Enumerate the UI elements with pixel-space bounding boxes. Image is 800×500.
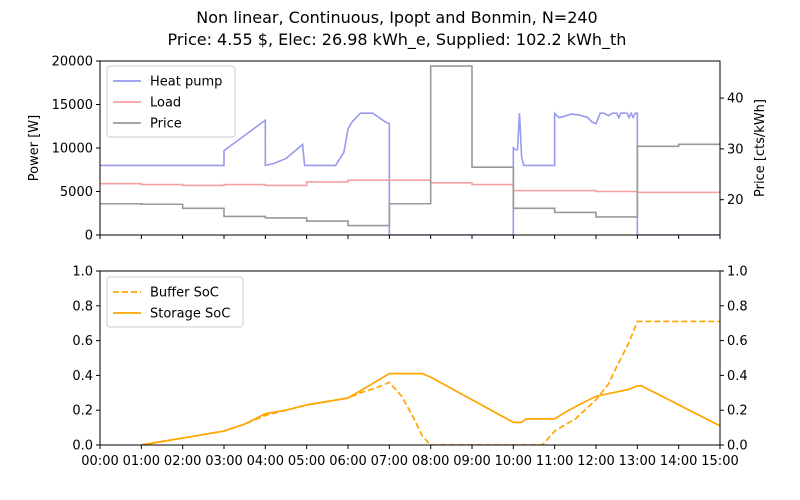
x-tick-label: 06:00 [329,454,366,469]
x-tick-label: 12:00 [577,454,614,469]
x-tick-label: 09:00 [453,454,490,469]
bottom-right-y-tick-label: 0.4 [727,369,748,384]
top-left-y-tick-label: 10000 [52,142,93,157]
legend-price-label: Price [150,117,182,132]
x-tick-label: 10:00 [495,454,532,469]
bottom-left-y-tick-label: 0.2 [72,404,93,419]
bottom-plot-frame [99,270,721,446]
x-tick-label: 11:00 [536,454,573,469]
x-tick-label: 15:00 [701,454,738,469]
buffer-soc-line [141,320,720,445]
bottom-series-lines [141,320,720,445]
x-tick-label: 02:00 [164,454,201,469]
legend-buffer-soc-label: Buffer SoC [150,286,219,301]
bottom-left-y-ticks: 0.0 0.2 0.4 0.6 0.8 1.0 [72,265,100,454]
x-tick-label: 13:00 [619,454,656,469]
x-tick-label: 08:00 [412,454,449,469]
top-legend-box [106,65,236,138]
top-panel: 0 5000 10000 15000 20000 20 30 40 Power [W] Pr… [27,55,768,244]
bottom-left-y-tick-label: 0.6 [72,334,93,349]
top-left-axis-label: Power [W] [27,115,42,181]
chart-title-line2: Price: 4.55 $, Elec: 26.98 kWh_e, Suppli… [168,30,627,50]
top-left-y-tick-label: 15000 [52,98,93,113]
top-right-y-tick-label: 40 [727,92,744,107]
bottom-left-y-tick-label: 0.4 [72,369,93,384]
x-tick-label: 05:00 [288,454,325,469]
storage-soc-line [141,372,720,445]
top-x-ticks [99,235,721,239]
bottom-panel: 0.0 0.2 0.4 0.6 0.8 1.0 0.0 0.2 0.4 0.6 0.8 1.0 00… [72,265,747,470]
bottom-left-y-tick-label: 1.0 [72,265,93,280]
price-line [100,65,720,227]
top-left-y-ticks: 0 5000 10000 15000 20000 [52,55,100,244]
chart-title-line1: Non linear, Continuous, Ipopt and Bonmin… [196,8,597,27]
top-left-y-tick-label: 20000 [52,55,93,70]
x-tick-label: 14:00 [660,454,697,469]
bottom-right-y-tick-label: 0.0 [727,439,748,454]
top-right-y-tick-label: 20 [727,193,744,208]
bottom-right-y-tick-label: 1.0 [727,265,748,280]
x-tick-label: 07:00 [371,454,408,469]
top-left-y-tick-label: 5000 [60,185,93,200]
load-line [100,179,720,194]
bottom-legend: Buffer SoC Storage SoC [106,276,244,328]
heat-pump-line [100,111,720,235]
legend-load-label: Load [150,96,181,111]
bottom-right-y-ticks: 0.0 0.2 0.4 0.6 0.8 1.0 [720,265,748,454]
bottom-left-y-tick-label: 0.8 [72,299,93,314]
top-right-y-ticks: 20 30 40 [720,92,744,208]
bottom-right-y-tick-label: 0.6 [727,334,748,349]
top-right-axis-label: Price [cts/kWh] [753,99,768,197]
bottom-right-y-tick-label: 0.2 [727,404,748,419]
top-left-y-tick-label: 0 [85,229,93,244]
top-right-y-tick-label: 30 [727,142,744,157]
bottom-right-y-tick-label: 0.8 [727,299,748,314]
top-legend: Heat pump Load Price [106,65,236,138]
x-tick-label: 01:00 [123,454,160,469]
top-series-lines [100,65,720,235]
legend-heat-pump-label: Heat pump [150,75,222,90]
x-tick-label: 03:00 [205,454,242,469]
x-tick-label: 00:00 [81,454,118,469]
bottom-legend-box [106,276,244,328]
bottom-x-ticks: 00:00 01:00 02:00 03:00 04:00 05:00 06:00 07:00… [81,445,739,469]
x-tick-label: 04:00 [247,454,284,469]
bottom-left-y-tick-label: 0.0 [72,439,93,454]
legend-storage-soc-label: Storage SoC [150,307,230,322]
